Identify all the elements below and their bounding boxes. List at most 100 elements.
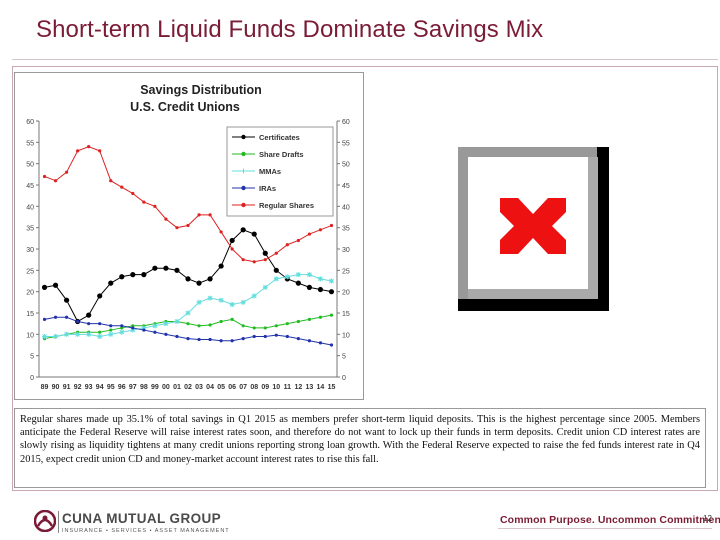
data-point-regular-shares <box>64 170 69 174</box>
data-point-iras <box>230 339 234 343</box>
data-point-certificates <box>174 267 180 273</box>
data-point-mmas <box>141 325 147 331</box>
data-point-regular-shares <box>219 230 223 234</box>
data-point-share-drafts <box>219 319 223 324</box>
legend-label-share-drafts: Share Drafts <box>259 150 304 159</box>
data-point-certificates <box>229 237 235 244</box>
data-point-regular-shares <box>87 145 91 149</box>
data-point-iras <box>53 315 58 319</box>
data-point-mmas <box>207 295 213 301</box>
data-point-certificates <box>306 284 313 290</box>
data-point-certificates <box>163 265 169 271</box>
data-point-mmas <box>163 321 169 327</box>
logo-tagline: INSURANCE • SERVICES • ASSET MANAGEMENT <box>62 528 230 534</box>
y-tick-label-right: 55 <box>342 140 350 147</box>
data-point-iras <box>42 317 47 321</box>
x-tick-label: 09 <box>261 384 269 391</box>
data-point-regular-shares <box>53 179 58 183</box>
x-tick-label: 08 <box>250 384 258 391</box>
data-point-mmas <box>75 331 81 337</box>
data-point-regular-shares <box>318 228 323 232</box>
data-point-mmas <box>108 331 114 337</box>
data-point-certificates <box>273 267 279 273</box>
data-point-iras <box>329 343 334 347</box>
data-point-share-drafts <box>263 326 267 330</box>
data-point-mmas <box>130 327 136 333</box>
data-point-iras <box>186 337 190 341</box>
data-point-certificates <box>185 276 191 282</box>
data-point-iras <box>318 341 323 345</box>
data-point-regular-shares <box>164 217 168 221</box>
x-tick-label: 94 <box>96 384 104 391</box>
y-tick-label-left: 0 <box>30 375 34 382</box>
x-tick-label: 90 <box>52 384 60 391</box>
data-point-mmas <box>284 274 290 280</box>
data-point-mmas <box>229 301 235 307</box>
data-point-iras <box>153 330 157 334</box>
x-tick-label: 92 <box>74 384 82 391</box>
data-point-iras <box>87 322 91 326</box>
data-point-share-drafts <box>98 330 102 334</box>
data-point-iras <box>175 334 179 339</box>
data-point-mmas <box>306 272 312 278</box>
data-point-iras <box>98 322 102 326</box>
data-point-regular-shares <box>329 223 334 228</box>
data-point-regular-shares <box>186 223 190 228</box>
data-point-iras <box>64 315 69 319</box>
x-tick-label: 07 <box>239 384 247 391</box>
chart-title: Savings Distribution <box>140 83 262 97</box>
data-point-mmas <box>185 310 191 316</box>
x-tick-label: 89 <box>41 384 49 391</box>
x-tick-label: 00 <box>162 384 170 391</box>
x-tick-label: 93 <box>85 384 93 391</box>
x-tick-label: 14 <box>317 384 325 391</box>
legend-label-mmas: MMAs <box>259 167 281 176</box>
data-point-mmas <box>273 276 279 282</box>
x-tick-label: 01 <box>173 384 181 391</box>
data-point-share-drafts <box>307 317 312 321</box>
data-point-iras <box>252 334 256 339</box>
y-tick-label-left: 15 <box>26 311 34 318</box>
data-point-share-drafts <box>197 324 201 328</box>
y-tick-label-right: 50 <box>342 162 350 169</box>
data-point-iras <box>219 339 223 343</box>
data-point-certificates <box>86 312 92 318</box>
data-point-iras <box>120 324 124 328</box>
data-point-regular-shares <box>274 251 278 255</box>
legend-marker-share-drafts <box>241 151 246 157</box>
y-tick-label-left: 55 <box>26 140 34 147</box>
y-tick-label-right: 10 <box>342 332 350 339</box>
y-tick-label-left: 35 <box>26 226 34 233</box>
footer-tagline: Common Purpose. Uncommon Commitment. <box>500 514 720 526</box>
data-point-mmas <box>251 293 257 299</box>
y-tick-label-right: 15 <box>342 311 350 318</box>
data-point-regular-shares <box>42 174 47 179</box>
x-tick-label: 98 <box>140 384 148 391</box>
data-point-iras <box>274 333 278 337</box>
data-point-certificates <box>207 276 213 282</box>
y-tick-label-right: 30 <box>342 247 350 254</box>
data-point-iras <box>76 319 80 324</box>
x-tick-label: 04 <box>206 384 214 391</box>
data-point-iras <box>263 334 267 339</box>
data-point-share-drafts <box>241 324 245 328</box>
y-tick-label-right: 60 <box>342 119 350 126</box>
data-point-certificates <box>240 227 246 233</box>
data-point-mmas <box>328 278 334 284</box>
data-point-iras <box>109 324 113 328</box>
data-point-certificates <box>295 280 301 286</box>
data-point-iras <box>142 328 146 332</box>
y-tick-label-left: 30 <box>26 247 34 254</box>
data-point-regular-shares <box>197 213 201 217</box>
data-point-regular-shares <box>296 238 300 243</box>
data-point-certificates <box>41 284 48 290</box>
x-tick-label: 10 <box>272 384 280 391</box>
data-point-certificates <box>196 280 202 286</box>
x-tick-label: 06 <box>228 384 236 391</box>
data-point-regular-shares <box>120 185 124 189</box>
data-point-mmas <box>295 272 301 278</box>
data-point-mmas <box>317 276 323 282</box>
data-point-iras <box>208 337 212 342</box>
y-tick-label-right: 40 <box>342 204 350 211</box>
x-tick-label: 13 <box>306 384 314 391</box>
